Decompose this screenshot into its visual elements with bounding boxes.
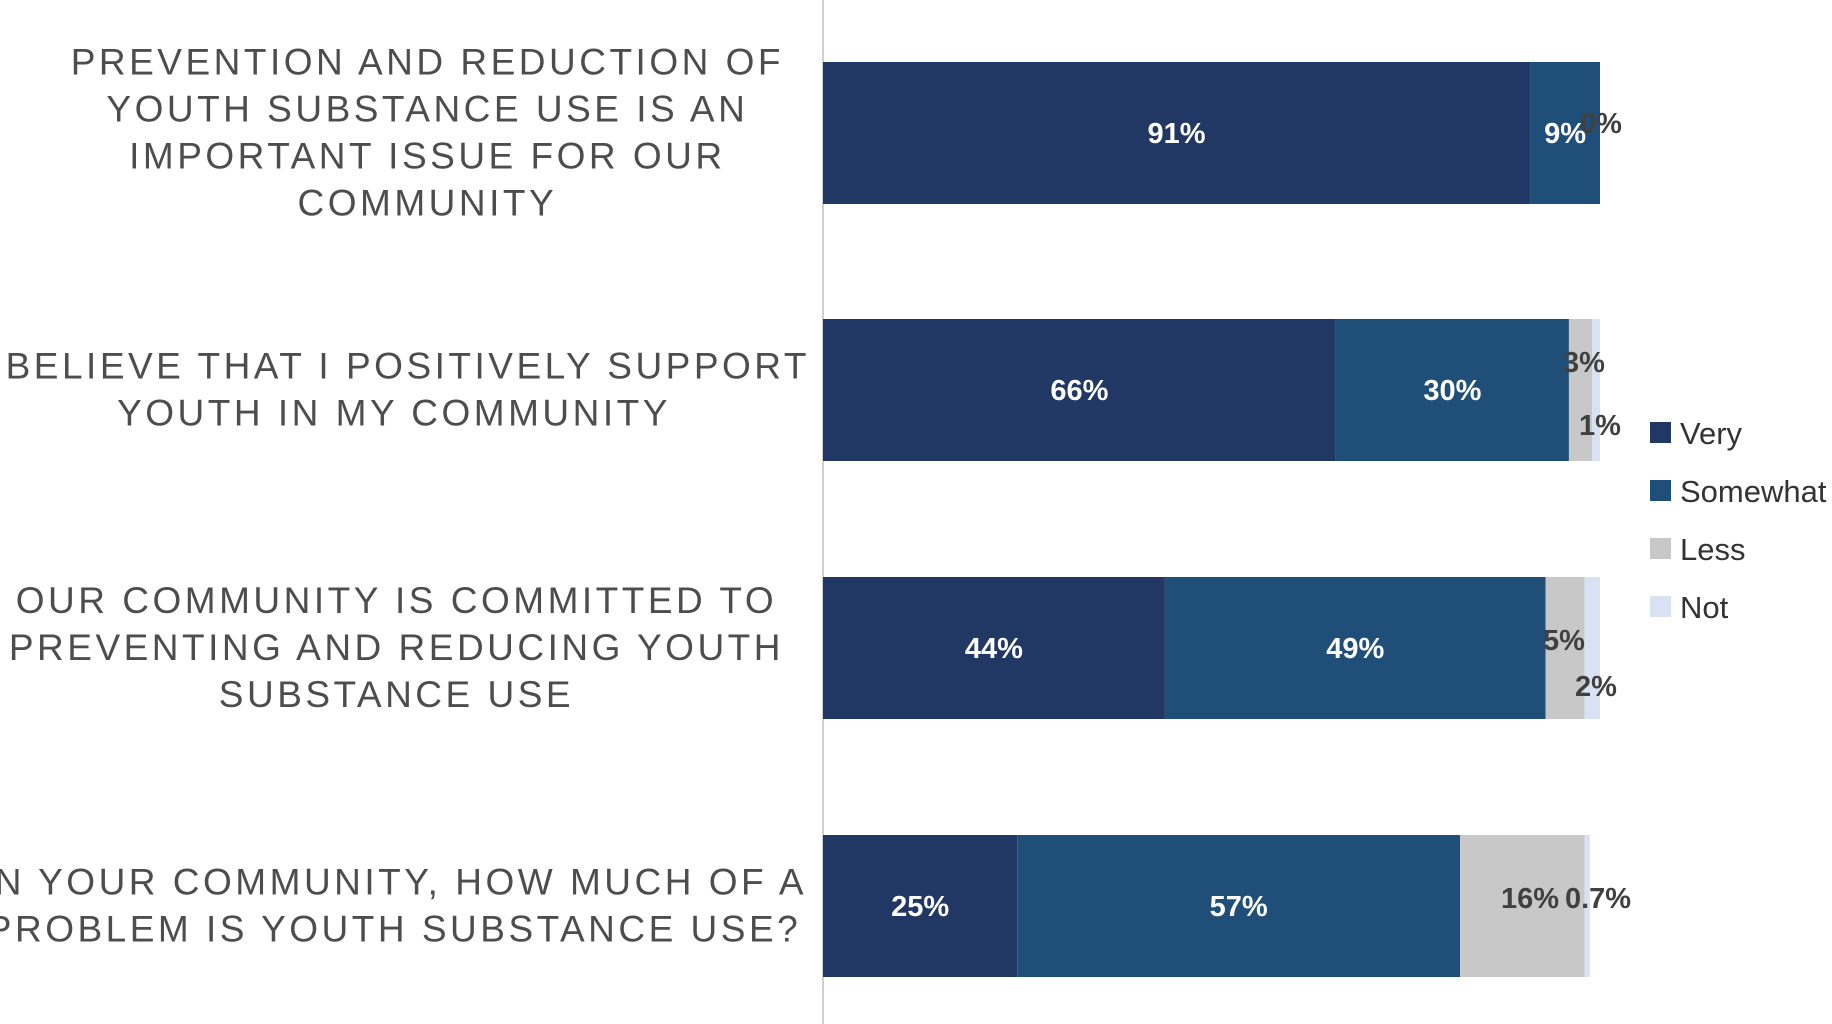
data-label-very: 66% bbox=[1050, 375, 1108, 407]
category-label: PREVENTION AND REDUCTION OF YOUTH SUBSTAN… bbox=[71, 42, 784, 224]
data-label-not: 1% bbox=[1579, 410, 1621, 442]
bar-somewhat bbox=[1530, 62, 1600, 204]
bar-somewhat bbox=[1164, 577, 1546, 719]
data-label-less: 0% bbox=[1580, 108, 1622, 140]
bar-very bbox=[823, 62, 1531, 204]
bar-less bbox=[1460, 835, 1585, 977]
data-label-somewhat: 30% bbox=[1423, 375, 1481, 407]
bar-very bbox=[823, 577, 1165, 719]
data-label-less: 3% bbox=[1563, 347, 1605, 379]
category-label: I BELIEVE THAT I POSITIVELY SUPPORT YOUTH… bbox=[0, 346, 810, 434]
legend-label-not: Not bbox=[1680, 590, 1729, 625]
legend-label-very: Very bbox=[1680, 416, 1743, 451]
data-label-somewhat: 49% bbox=[1326, 633, 1384, 665]
bar-not bbox=[1584, 577, 1600, 719]
data-label-less: 5% bbox=[1543, 625, 1585, 657]
bar-less bbox=[1568, 319, 1593, 461]
bar-very bbox=[823, 835, 1018, 977]
category-label: IN YOUR COMMUNITY, HOW MUCH OF A PROBLEM … bbox=[0, 862, 807, 950]
legend-swatch-very bbox=[1650, 422, 1671, 443]
bar-less bbox=[1545, 577, 1585, 719]
bar-very bbox=[823, 319, 1336, 461]
data-label-very: 25% bbox=[891, 891, 949, 923]
bars bbox=[823, 62, 1600, 977]
data-label-somewhat: 57% bbox=[1210, 891, 1268, 923]
bar-not bbox=[1592, 319, 1600, 461]
legend: Very Somewhat Less Not bbox=[1650, 416, 1827, 625]
data-labels: 91% 9%0% 66% 30% 3% 1% 44% 49% 5% 2% 25% 57% 16% 0.7% bbox=[891, 108, 1631, 923]
legend-label-less: Less bbox=[1680, 532, 1745, 567]
legend-swatch-somewhat bbox=[1650, 480, 1671, 501]
legend-swatch-not bbox=[1650, 596, 1671, 617]
legend-label-somewhat: Somewhat bbox=[1680, 474, 1827, 509]
data-label-less: 16% bbox=[1501, 883, 1559, 915]
bar-not bbox=[1584, 835, 1590, 977]
data-label-not: 0.7% bbox=[1565, 883, 1631, 915]
bar-somewhat bbox=[1017, 835, 1461, 977]
bar-somewhat bbox=[1335, 319, 1569, 461]
data-label-somewhat: 9% bbox=[1544, 118, 1586, 150]
data-label-very: 91% bbox=[1148, 118, 1206, 150]
category-labels: PREVENTION AND REDUCTION OF YOUTH SUBSTAN… bbox=[0, 42, 810, 950]
legend-swatch-less bbox=[1650, 538, 1671, 559]
data-label-not: 2% bbox=[1575, 671, 1617, 703]
category-label: OUR COMMUNITY IS COMMITTED TO PREVENTING … bbox=[9, 580, 784, 715]
data-label-very: 44% bbox=[965, 633, 1023, 665]
